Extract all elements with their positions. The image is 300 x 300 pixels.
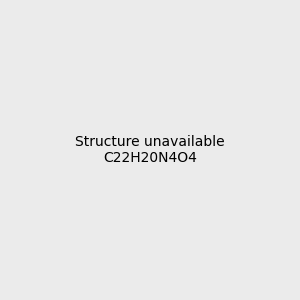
Text: Structure unavailable
C22H20N4O4: Structure unavailable C22H20N4O4	[75, 135, 225, 165]
